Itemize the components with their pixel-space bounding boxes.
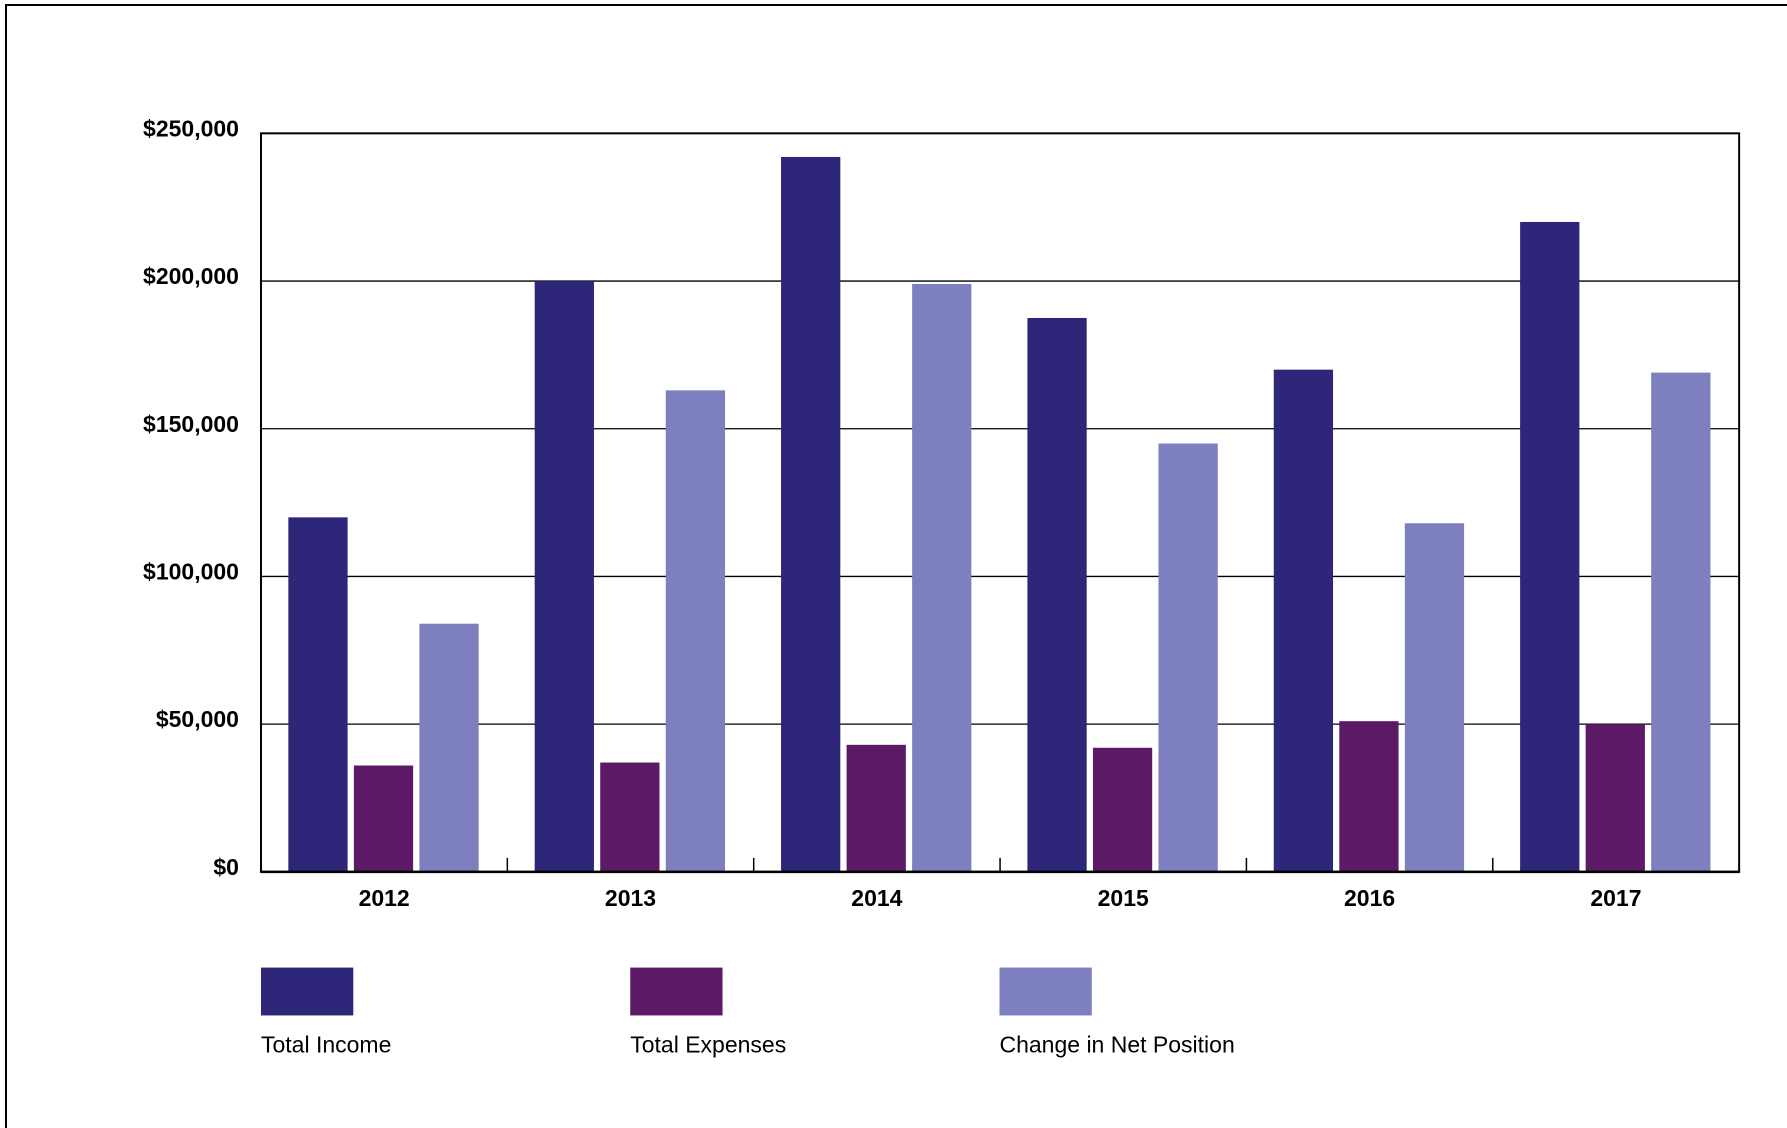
y-tick-label: $0	[213, 854, 239, 880]
bar	[1158, 443, 1218, 872]
x-tick-label: 2013	[605, 885, 656, 911]
x-tick-label: 2015	[1098, 885, 1149, 911]
bar	[1651, 372, 1711, 872]
legend-swatch	[260, 967, 354, 1016]
bar	[1092, 747, 1153, 872]
legend-label: Total Expenses	[630, 1031, 786, 1057]
legend-swatch	[630, 967, 723, 1016]
bar	[1027, 317, 1087, 872]
bar	[288, 517, 348, 872]
bar	[846, 744, 906, 872]
y-tick-label: $100,000	[143, 559, 239, 585]
bar	[1404, 523, 1465, 872]
bar	[1585, 724, 1645, 872]
x-tick-label: 2017	[1590, 885, 1641, 911]
bar	[1339, 721, 1399, 872]
y-tick-label: $200,000	[143, 263, 239, 289]
page-border	[5, 4, 1787, 1128]
bar	[534, 281, 594, 872]
legend-label: Total Income	[261, 1031, 391, 1057]
plot-frame	[259, 132, 1741, 873]
y-tick-label: $150,000	[143, 411, 239, 437]
bar	[1520, 221, 1580, 872]
bar	[781, 156, 841, 872]
legend-label: Change in Net Position	[999, 1031, 1234, 1057]
bar	[912, 283, 972, 872]
x-tick-label: 2014	[851, 885, 902, 911]
y-tick-label: $250,000	[143, 115, 239, 141]
x-tick-label: 2016	[1344, 885, 1395, 911]
x-tick-label: 2012	[359, 885, 410, 911]
bar	[353, 765, 414, 872]
bar	[1273, 369, 1334, 872]
bar	[419, 623, 479, 872]
legend-swatch	[999, 967, 1092, 1016]
y-tick-label: $50,000	[156, 706, 239, 732]
bar	[600, 762, 660, 872]
bar	[665, 390, 726, 872]
